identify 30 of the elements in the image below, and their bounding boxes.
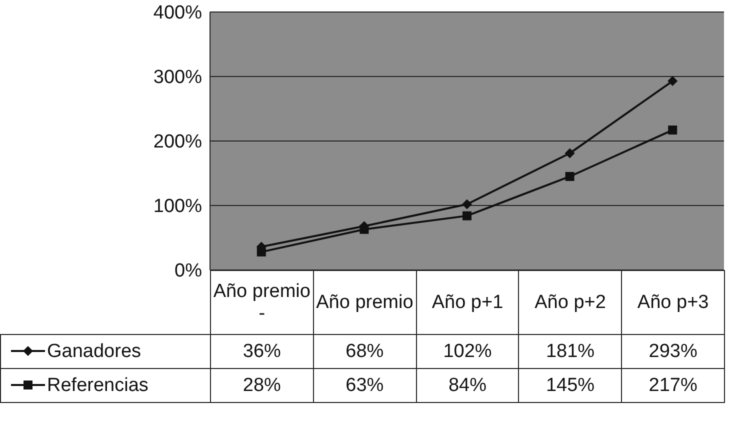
point: [462, 199, 472, 210]
y-tick-label: 100%: [153, 196, 202, 218]
data-label: 181%: [518, 334, 622, 368]
x-tick-label: Año p+3: [622, 270, 724, 334]
point: [564, 148, 575, 158]
point: [668, 126, 678, 135]
data-label: 102%: [416, 334, 519, 368]
y-tick-label: 0%: [174, 260, 202, 282]
legend-label: Referencias: [47, 374, 148, 396]
data-label: 145%: [518, 368, 622, 402]
x-tick-label: Año p+1: [416, 270, 519, 334]
data-label: 63%: [313, 368, 416, 402]
data-label: 293%: [622, 334, 724, 368]
x-tick-label: Año premio: [313, 270, 416, 334]
y-tick-label: 200%: [153, 132, 202, 153]
point: [565, 172, 574, 181]
point: [668, 76, 678, 86]
x-tick-label: Año p+2: [518, 270, 622, 334]
y-tick-label: 400%: [153, 2, 202, 24]
data-label: 68%: [313, 334, 416, 368]
data-label: 84%: [416, 368, 519, 402]
point: [360, 224, 369, 234]
data-label: 28%: [210, 368, 314, 402]
legend-label: Ganadores: [47, 340, 142, 362]
y-tick-label: 300%: [153, 67, 202, 88]
point: [256, 247, 266, 256]
x-tick-label: Año premio -: [210, 270, 314, 334]
data-label: 217%: [622, 368, 724, 402]
data-label: 36%: [210, 334, 314, 368]
point: [462, 211, 472, 220]
